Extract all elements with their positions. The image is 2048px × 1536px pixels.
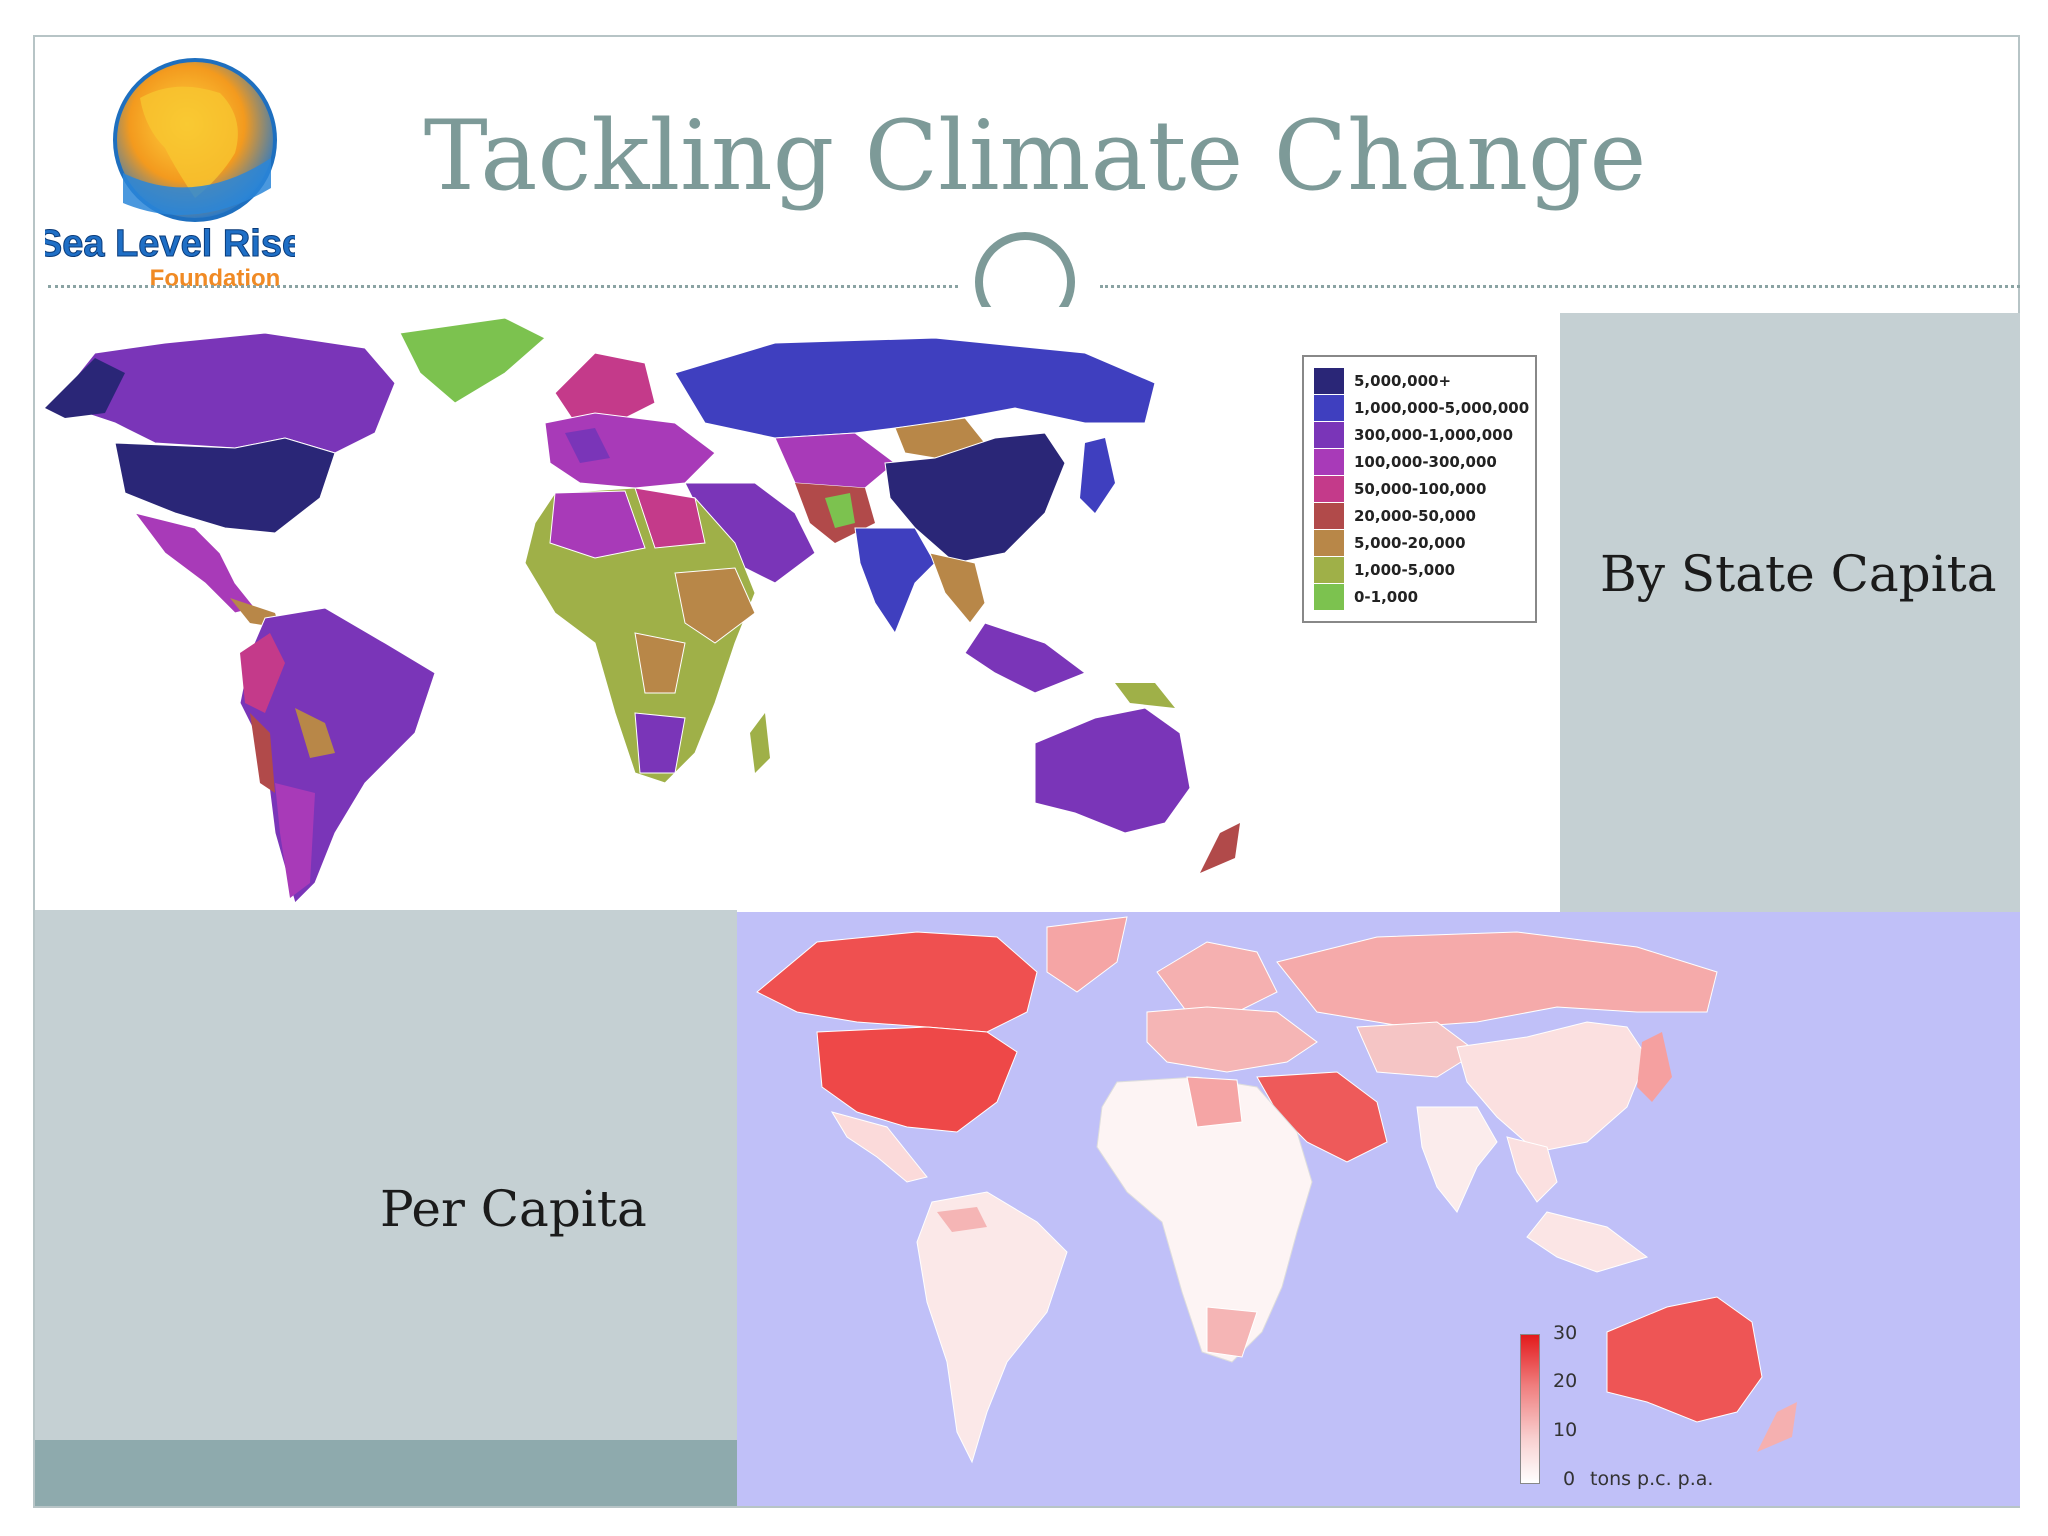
legend-item: 5,000,000+ bbox=[1314, 367, 1451, 394]
scale-unit-label: tons p.c. p.a. bbox=[1590, 1468, 1714, 1490]
sea-level-rise-logo: Sea Level Rise Foundation bbox=[45, 58, 295, 292]
panel-footer-bar bbox=[35, 1440, 737, 1506]
legend-item: 0-1,000 bbox=[1314, 583, 1418, 610]
scale-tick-label: 10 bbox=[1553, 1419, 1578, 1441]
slide-title: Tackling Climate Change bbox=[423, 100, 1647, 212]
emissions-legend: 5,000,000+ 1,000,000-5,000,000 300,000-1… bbox=[1302, 355, 1537, 623]
label-panel-top bbox=[1560, 313, 2020, 913]
legend-label: 100,000-300,000 bbox=[1354, 452, 1497, 471]
legend-item: 300,000-1,000,000 bbox=[1314, 421, 1513, 448]
label-panel-bottom bbox=[35, 910, 737, 1440]
legend-label: 50,000-100,000 bbox=[1354, 479, 1487, 498]
legend-label: 5,000,000+ bbox=[1354, 371, 1452, 390]
scale-tick-label: 0 bbox=[1563, 1468, 1576, 1490]
legend-item: 5,000-20,000 bbox=[1314, 529, 1466, 556]
legend-label: 1,000-5,000 bbox=[1354, 560, 1456, 579]
logo-text-line1: Sea Level Rise bbox=[45, 223, 295, 265]
scale-tick-label: 20 bbox=[1553, 1370, 1578, 1392]
legend-item: 20,000-50,000 bbox=[1314, 502, 1476, 529]
legend-label: 0-1,000 bbox=[1354, 587, 1419, 606]
legend-item: 50,000-100,000 bbox=[1314, 475, 1486, 502]
title-rule-left bbox=[48, 285, 958, 288]
world-map-per-capita-emissions bbox=[737, 912, 2020, 1506]
legend-item: 1,000-5,000 bbox=[1314, 556, 1455, 583]
per-capita-color-scale bbox=[1520, 1334, 1540, 1484]
legend-label: 5,000-20,000 bbox=[1354, 533, 1466, 552]
legend-label: 300,000-1,000,000 bbox=[1354, 425, 1514, 444]
legend-label: 20,000-50,000 bbox=[1354, 506, 1476, 525]
legend-item: 1,000,000-5,000,000 bbox=[1314, 394, 1529, 421]
per-capita-label: Per Capita bbox=[380, 1180, 647, 1238]
legend-label: 1,000,000-5,000,000 bbox=[1354, 398, 1530, 417]
title-rule-right bbox=[1100, 285, 2020, 288]
by-state-capita-label: By State Capita bbox=[1600, 545, 1997, 603]
scale-tick-label: 30 bbox=[1553, 1322, 1578, 1344]
legend-item: 100,000-300,000 bbox=[1314, 448, 1497, 475]
